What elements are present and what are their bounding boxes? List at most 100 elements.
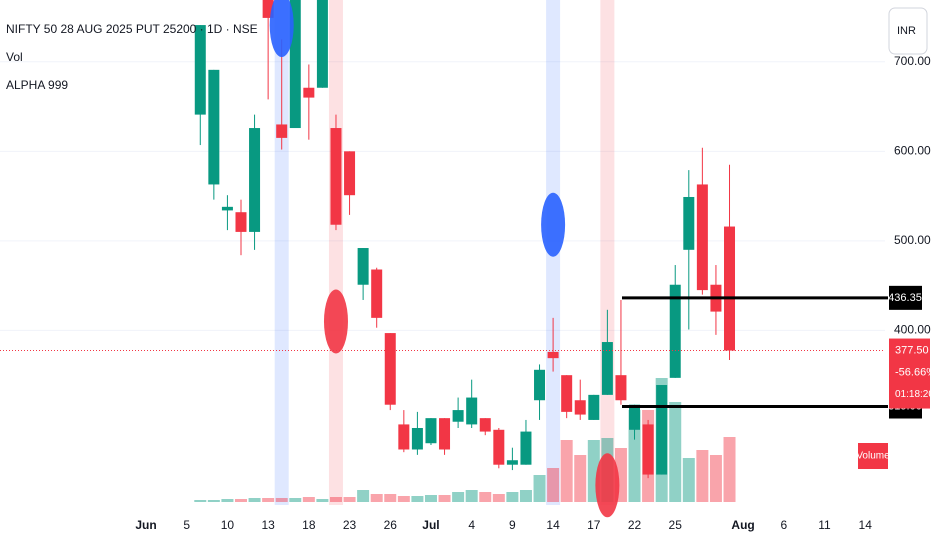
candle-body — [316, 0, 328, 88]
candle-body — [656, 385, 668, 475]
countdown: 01:18:20 — [895, 389, 932, 400]
y-tick-label: 400.00 — [894, 323, 931, 337]
candle-body — [629, 404, 641, 430]
signal-band — [600, 0, 615, 505]
x-tick-label: 14 — [859, 518, 873, 532]
signal-marker — [541, 192, 566, 257]
candle-body — [561, 375, 573, 412]
y-tick-label: 600.00 — [894, 143, 931, 157]
overlay-layer: 436.35315.00377.50-56.66%01:18:20 — [0, 0, 932, 518]
candle-body — [194, 25, 206, 115]
volume-bar — [370, 494, 383, 502]
candle-body — [221, 206, 233, 211]
candle-body — [398, 424, 410, 450]
currency-label[interactable]: INR — [897, 25, 916, 37]
volume-bar — [628, 410, 641, 502]
candle-body — [574, 400, 586, 415]
volume-bar — [411, 496, 424, 502]
candle-body — [371, 269, 383, 318]
y-tick-label: 500.00 — [894, 233, 931, 247]
volume-bar — [465, 490, 478, 502]
last-price-change: -56.66% — [895, 366, 932, 378]
volume-bar — [316, 499, 329, 502]
volume-bar — [194, 500, 207, 502]
candle-body — [588, 394, 600, 420]
candle-body — [615, 375, 627, 401]
level-tag — [889, 285, 922, 310]
x-tick-label: Jun — [135, 518, 156, 532]
volume-bar — [547, 468, 560, 502]
candle-body — [384, 333, 396, 405]
candle-body — [534, 369, 546, 401]
volume-bar — [669, 402, 682, 502]
candle-body — [506, 460, 518, 465]
volume-bar — [343, 497, 356, 502]
x-tick-label: 6 — [780, 518, 787, 532]
x-tick-label: Jul — [422, 518, 439, 532]
candle-body — [683, 196, 695, 250]
volume-bar — [384, 494, 397, 502]
candle-body — [439, 418, 451, 450]
volume-bar — [479, 492, 492, 502]
candle-body — [249, 128, 261, 232]
candle-body — [276, 124, 288, 138]
volume-bar — [424, 495, 437, 502]
indicator-label: ALPHA 999 — [6, 78, 68, 92]
x-tick-label: 22 — [628, 518, 642, 532]
currency-box[interactable] — [888, 7, 928, 55]
last-price-label: 377.50 — [895, 344, 929, 356]
signal-marker — [269, 0, 294, 58]
candle-layer — [194, 0, 736, 479]
volume-bar — [262, 498, 275, 502]
candle-body — [479, 418, 491, 432]
volume-bar — [302, 497, 315, 502]
volume-bar — [519, 490, 532, 502]
x-tick-label: 26 — [384, 518, 398, 532]
level-label: 436.35 — [888, 292, 922, 304]
last-price-tag — [889, 338, 930, 409]
candle-body — [669, 284, 681, 378]
grid-layer — [0, 61, 885, 331]
volume-bar — [207, 500, 220, 502]
x-tick-label: 18 — [302, 518, 316, 532]
candle-body — [330, 128, 342, 225]
volume-bar — [506, 492, 519, 502]
volume-bar — [560, 440, 573, 502]
indicator-label: Vol — [6, 50, 23, 64]
signal-marker — [595, 453, 620, 518]
candle-body — [357, 248, 369, 285]
y-tick-label: 700.00 — [894, 54, 931, 68]
candle-body — [724, 226, 736, 351]
volume-bar — [234, 499, 247, 502]
x-tick-label: 9 — [509, 518, 516, 532]
candle-body — [262, 0, 274, 18]
x-tick-label: 25 — [669, 518, 683, 532]
candle-body — [344, 151, 356, 196]
x-tick-label: 11 — [818, 518, 831, 532]
candle-body — [547, 351, 559, 359]
candle-body — [466, 397, 478, 425]
chart-title: NIFTY 50 28 AUG 2025 PUT 25200 · 1D · NS… — [6, 22, 258, 36]
candle-body — [289, 0, 301, 129]
x-tick-label: 5 — [183, 518, 190, 532]
x-tick-label: Aug — [731, 518, 754, 532]
candle-body — [452, 410, 464, 422]
candle-body — [411, 427, 423, 450]
volume-bar — [438, 495, 451, 502]
volume-bar — [357, 490, 370, 502]
volume-bar — [709, 455, 722, 502]
volume-bar — [275, 498, 288, 502]
signal-marker — [323, 289, 348, 354]
candle-body — [235, 212, 247, 232]
x-tick-label: 14 — [546, 518, 560, 532]
volume-bar — [221, 499, 234, 502]
volume-bar — [696, 450, 709, 502]
x-tick-label: 23 — [343, 518, 357, 532]
volume-bar — [492, 494, 505, 502]
candle-body — [208, 69, 220, 185]
volume-bar — [723, 437, 736, 502]
x-tick-label: 17 — [587, 518, 601, 532]
volume-bar — [329, 497, 342, 502]
volume-tag-label: Volume — [856, 451, 890, 462]
